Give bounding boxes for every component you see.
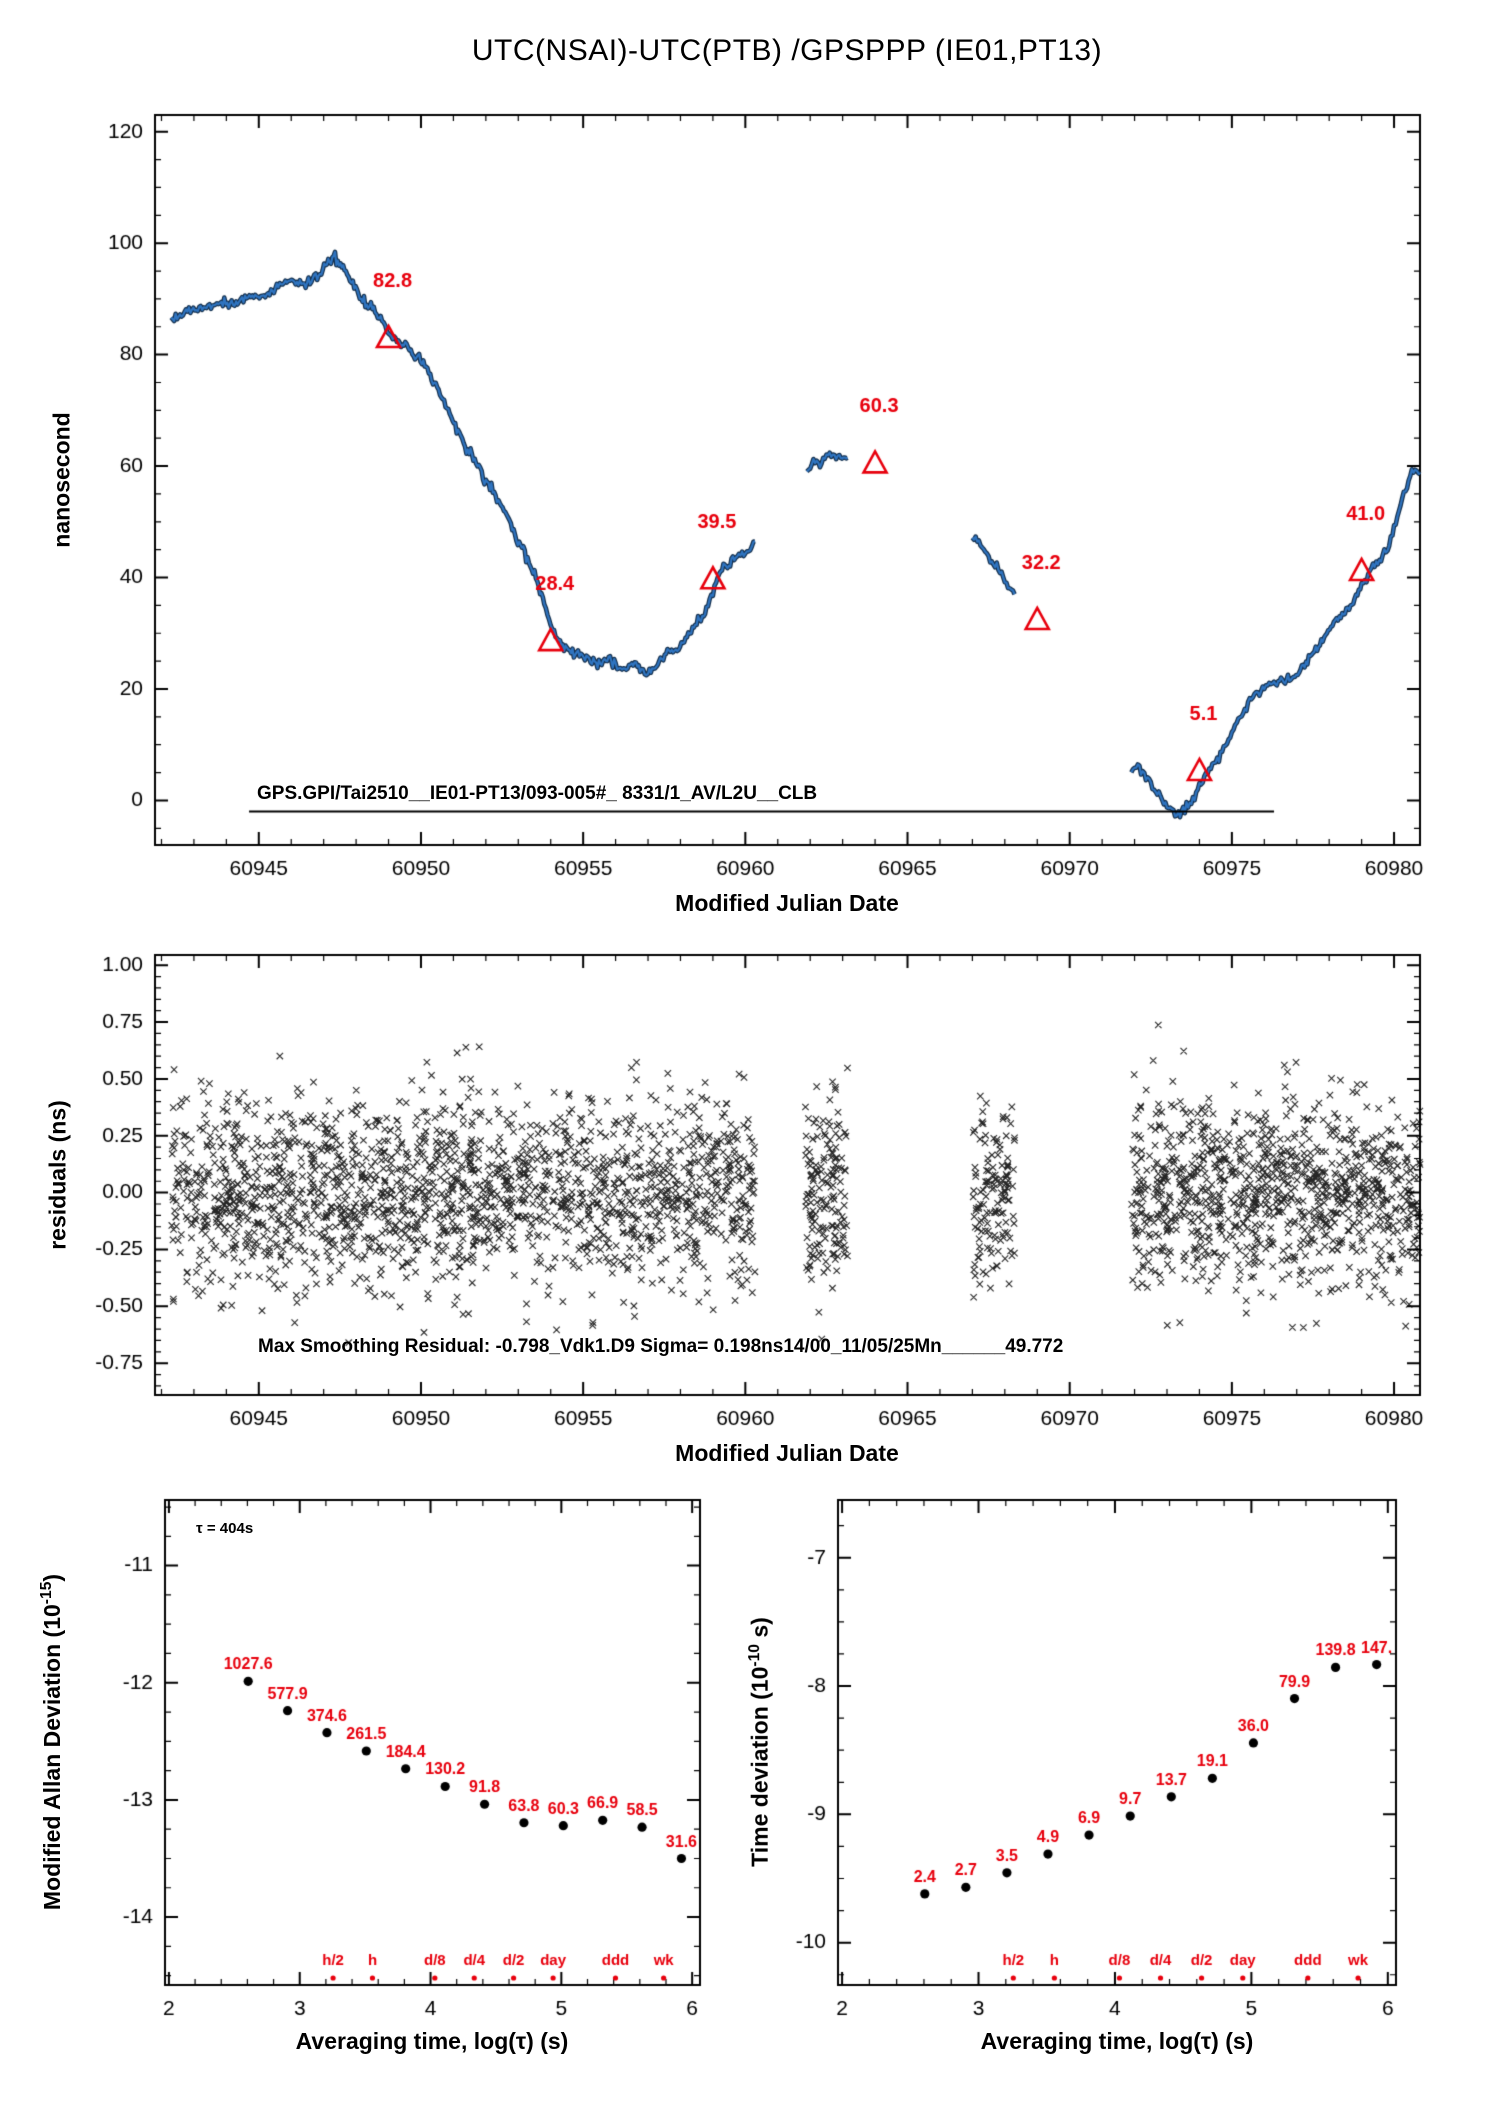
top-chart-xlabel: Modified Julian Date — [675, 890, 899, 916]
top-chart-ylabel: nanosecond — [48, 412, 75, 548]
tau-note: τ = 404s — [196, 1520, 254, 1537]
residuals-chart-xlabel: Modified Julian Date — [675, 1440, 899, 1466]
mdev-chart-xlabel: Averaging time, log(τ) (s) — [295, 2028, 569, 2054]
residuals-chart-ylabel: residuals (ns) — [44, 1100, 71, 1250]
mdev-chart-ylabel: Modified Allan Deviation (10-15) — [38, 1573, 65, 1911]
tdev-chart-xlabel: Averaging time, log(τ) (s) — [980, 2028, 1254, 2054]
tdev-exponent: -10 — [746, 1643, 764, 1667]
smoothing-residual-annotation: Max Smoothing Residual: -0.798_Vdk1.D9 S… — [258, 1336, 1064, 1357]
gps-link-annotation: GPS.GPI/Tai2510__IE01-PT13/093-005#_ 833… — [257, 783, 818, 804]
page-title: UTC(NSAI)-UTC(PTB) /GPSPPP (IE01,PT13) — [471, 34, 1103, 67]
tdev-chart-ylabel: Time deviation (10-10 s) — [746, 1617, 773, 1867]
mdev-exponent: -15 — [38, 1581, 56, 1605]
